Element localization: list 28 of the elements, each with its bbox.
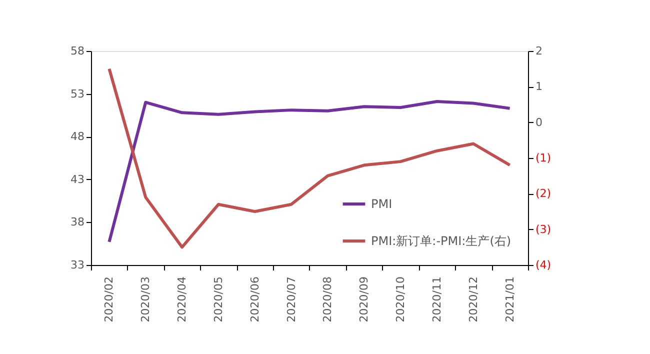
x-tick-label: 2020/05 <box>212 276 225 322</box>
y2-tick-label: (3) <box>536 222 552 236</box>
y2-tick-label: (2) <box>536 187 552 200</box>
y2-tick-label: (4) <box>536 258 552 272</box>
y-tick-label: 53 <box>70 87 84 100</box>
x-tick-label: 2020/09 <box>358 276 371 322</box>
y-tick-label: 38 <box>70 216 84 229</box>
x-tick-label: 2020/06 <box>248 276 262 322</box>
line-series <box>108 67 512 249</box>
x-tick-label: 2020/07 <box>284 276 298 322</box>
x-tick-label: 2020/02 <box>102 276 116 322</box>
x-tick-label: 2020/10 <box>394 276 408 322</box>
y2-tick-label: 1 <box>536 80 542 94</box>
y-tick-label: 33 <box>70 258 84 272</box>
y-tick-label: 58 <box>70 44 84 58</box>
y2-tick-label: 0 <box>536 116 542 129</box>
y-tick-label: 43 <box>70 172 84 186</box>
x-tick-label: 2020/12 <box>466 276 480 322</box>
y-tick-label: 48 <box>70 130 84 144</box>
x-tick-label: 2020/03 <box>139 276 152 322</box>
x-tick-label: 2020/04 <box>176 276 189 322</box>
y2-tick-label: 2 <box>536 44 542 58</box>
legend-label: PMI:新订单:-PMI:生产(右) <box>371 234 512 248</box>
x-tick-label: 2021/01 <box>503 276 516 322</box>
x-tick-label: 2020/11 <box>430 276 444 322</box>
x-tick-label: 2020/08 <box>321 276 334 322</box>
y2-tick-label: (1) <box>536 152 552 164</box>
legend-label: PMI <box>371 197 392 211</box>
